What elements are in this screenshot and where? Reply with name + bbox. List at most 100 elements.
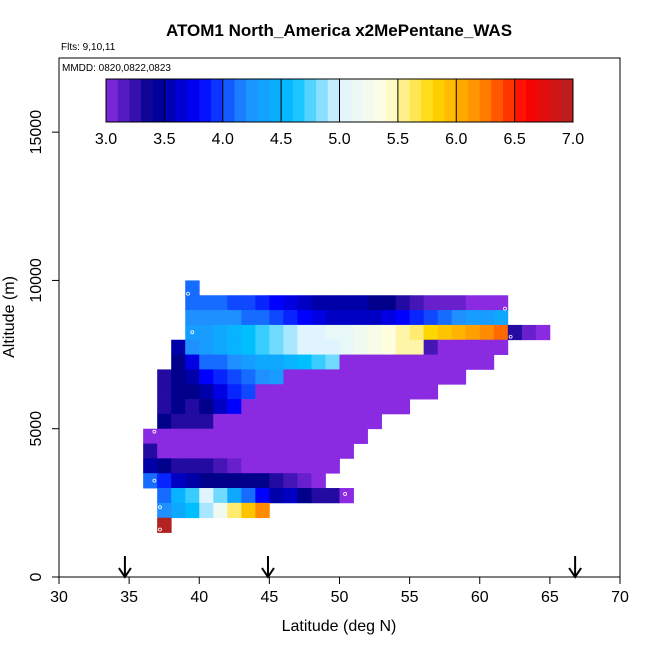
down-arrow-icon — [261, 556, 275, 579]
heatmap-cell — [283, 413, 298, 430]
heatmap-cell — [157, 399, 172, 415]
heatmap-cell — [409, 310, 425, 326]
heatmap-cell — [311, 339, 326, 355]
heatmap-cell — [367, 354, 382, 370]
heatmap-cell — [157, 428, 172, 444]
heatmap-cell — [423, 295, 439, 311]
heatmap-cell — [185, 502, 200, 519]
heatmap-cell — [353, 324, 368, 341]
heatmap-cell — [199, 413, 214, 430]
heatmap-cell — [227, 488, 242, 504]
heatmap-cell — [157, 473, 172, 489]
y-tick-label: 0 — [28, 572, 45, 581]
colorbar-segment — [526, 79, 539, 122]
colorbar-tick-label: 4.5 — [270, 131, 292, 148]
heatmap-cell — [269, 443, 284, 459]
dates-label: MMDD: 0820,0822,0823 — [62, 63, 171, 74]
colorbar-segment — [444, 79, 457, 122]
heatmap-cell — [269, 295, 284, 311]
heatmap-cell — [199, 443, 214, 459]
y-axis-label: Altitude (m) — [1, 276, 18, 358]
heatmap-cell — [171, 369, 186, 385]
heatmap-cell — [185, 369, 200, 385]
colorbar-tick-label: 3.0 — [95, 131, 117, 148]
heatmap-cell — [185, 339, 200, 355]
heatmap-cell — [381, 324, 396, 341]
down-arrow-icon — [568, 556, 582, 579]
heatmap-cell — [465, 354, 481, 370]
heatmap-cell — [325, 354, 340, 370]
heatmap-cell — [339, 384, 354, 400]
heatmap-cell — [241, 384, 256, 400]
heatmap-cell — [367, 295, 382, 311]
y-tick-label: 10000 — [28, 258, 45, 303]
heatmap-cell — [227, 458, 242, 474]
heatmap-cell — [297, 458, 312, 474]
heatmap-cell — [241, 473, 256, 489]
sample-marker — [508, 334, 513, 339]
heatmap-cell — [199, 354, 214, 370]
heatmap-cell — [269, 369, 284, 385]
heatmap-cell — [241, 413, 256, 430]
heatmap-cell — [199, 458, 214, 474]
heatmap-cell — [157, 458, 172, 474]
heatmap-cell — [451, 354, 467, 370]
heatmap-cell — [409, 384, 425, 400]
heatmap-cell — [367, 310, 382, 326]
heatmap-cell — [171, 473, 186, 489]
heatmap-cell — [185, 399, 200, 415]
heatmap-cell — [297, 354, 312, 370]
heatmap-cell — [493, 295, 509, 311]
heatmap-cell — [255, 384, 270, 400]
heatmap-cell — [311, 458, 326, 474]
heatmap-cell — [199, 369, 214, 385]
heatmap-cell — [451, 369, 467, 385]
colorbar-tick-label: 6.5 — [504, 131, 526, 148]
heatmap-cell — [185, 310, 200, 326]
heatmap-cell — [493, 339, 509, 355]
heatmap-cell — [269, 473, 284, 489]
heatmap-cell — [437, 324, 453, 341]
heatmap-cell — [241, 324, 256, 341]
colorbar-segment — [339, 79, 352, 122]
heatmap-cell — [339, 324, 354, 341]
heatmap-cell — [283, 310, 298, 326]
colorbar-segment — [304, 79, 317, 122]
heatmap-cell — [297, 310, 312, 326]
heatmap-cell — [423, 384, 439, 400]
colorbar-segment — [117, 79, 130, 122]
heatmap-cell — [283, 428, 298, 444]
heatmap-cell — [227, 384, 242, 400]
heatmap-cell — [241, 488, 256, 504]
colorbar-segment — [292, 79, 305, 122]
heatmap-cell — [199, 324, 214, 341]
heatmap-cell — [255, 473, 270, 489]
colorbar-segment — [502, 79, 516, 122]
heatmap-cell — [507, 324, 523, 341]
colorbar-tick-label: 7.0 — [562, 131, 584, 148]
heatmap-cell — [185, 280, 200, 296]
heatmap-cell — [395, 310, 411, 326]
heatmap-cell — [269, 354, 284, 370]
heatmap-cell — [311, 488, 326, 504]
heatmap-cell — [255, 339, 270, 355]
data-cells — [143, 280, 551, 533]
heatmap-cell — [367, 399, 382, 415]
colorbar-segment — [362, 79, 376, 122]
heatmap-cell — [171, 428, 186, 444]
colorbar-tick-label: 3.5 — [153, 131, 175, 148]
heatmap-cell — [381, 295, 396, 311]
heatmap-cell — [227, 369, 242, 385]
heatmap-cell — [213, 384, 228, 400]
heatmap-cell — [255, 458, 270, 474]
heatmap-cell — [353, 354, 368, 370]
heatmap-cell — [185, 473, 200, 489]
heatmap-cell — [185, 458, 200, 474]
heatmap-cell — [339, 443, 354, 459]
colorbar-segment — [199, 79, 212, 122]
flights-label: Flts: 9,10,11 — [61, 42, 116, 53]
heatmap-cell — [353, 428, 368, 444]
heatmap-cell — [269, 413, 284, 430]
heatmap-cell — [367, 339, 382, 355]
heatmap-cell — [311, 428, 326, 444]
